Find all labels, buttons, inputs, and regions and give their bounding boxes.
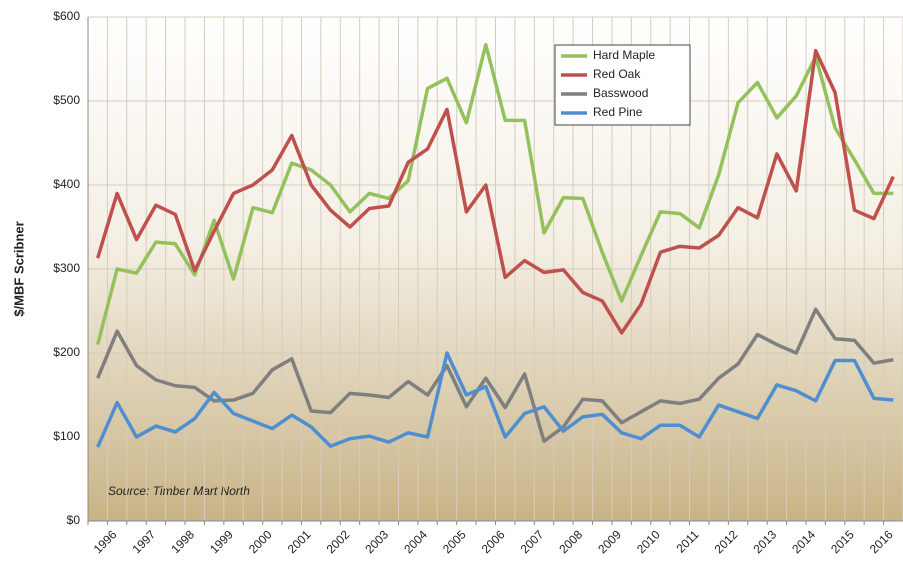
x-tick-label: 2008 [556, 527, 585, 556]
x-tick-label: 2013 [750, 527, 779, 556]
x-tick-label: 1996 [91, 527, 120, 556]
legend-label: Basswood [593, 86, 648, 100]
x-tick-label: 2016 [867, 527, 896, 556]
y-axis-label: $/MBF Scribner [11, 221, 26, 316]
y-tick-label: $600 [53, 9, 80, 23]
y-tick-label: $300 [53, 261, 80, 275]
x-tick-label: 2015 [828, 527, 857, 556]
legend-label: Red Pine [593, 105, 643, 119]
x-tick-label: 1997 [129, 527, 158, 556]
y-tick-label: $100 [53, 429, 80, 443]
x-tick-label: 2001 [285, 527, 314, 556]
x-tick-label: 1999 [207, 527, 236, 556]
x-tick-label: 2010 [634, 527, 663, 556]
x-tick-label: 2003 [362, 527, 391, 556]
x-tick-label: 2005 [440, 527, 469, 556]
x-tick-label: 2004 [401, 527, 430, 556]
x-tick-label: 2002 [324, 527, 353, 556]
y-tick-label: $500 [53, 93, 80, 107]
y-tick-label: $400 [53, 177, 80, 191]
series-line [96, 42, 894, 346]
legend-label: Hard Maple [593, 48, 655, 62]
x-tick-label: 2009 [595, 527, 624, 556]
x-tick-label: 1998 [168, 527, 197, 556]
series-line [96, 307, 894, 443]
x-tick-label: 2014 [789, 527, 818, 556]
series-line [96, 351, 894, 448]
legend-label: Red Oak [593, 67, 641, 81]
x-tick-label: 2012 [712, 527, 741, 556]
annotation: Source: Timber Mart North [108, 484, 250, 498]
y-tick-label: $200 [53, 345, 80, 359]
x-tick-label: 2000 [246, 527, 275, 556]
x-tick-label: 2011 [673, 527, 701, 555]
x-tick-label: 2007 [518, 527, 547, 556]
x-tick-label: 2006 [479, 527, 508, 556]
series-line [96, 48, 895, 335]
legend-box [554, 44, 691, 126]
y-tick-label: $0 [67, 513, 81, 527]
